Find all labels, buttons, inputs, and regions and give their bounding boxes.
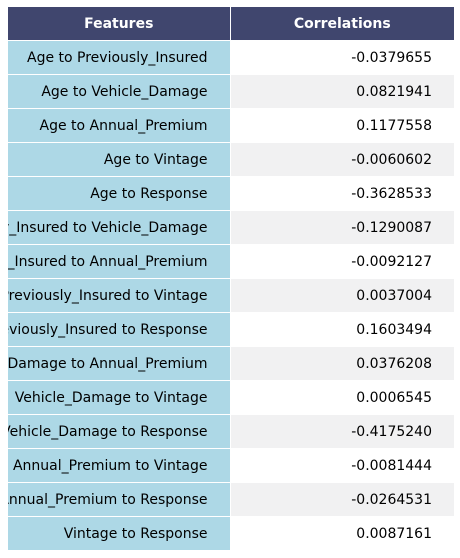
- correlation-value-cell: -0.0081444: [230, 448, 454, 483]
- feature-cell: Previously_Insured to Vehicle_Damage: [8, 210, 231, 245]
- table-body: Age to Previously_Insured -0.0379655 Age t…: [8, 40, 454, 550]
- feature-cell: Age to Vehicle_Damage: [8, 74, 231, 109]
- table-row: Previously_Insured to Vintage 0.0037004: [8, 278, 454, 313]
- correlation-value-cell: -0.0379655: [230, 40, 454, 75]
- correlation-value-cell: 0.0087161: [230, 516, 454, 550]
- feature-label: Age to Annual_Premium: [39, 117, 208, 134]
- feature-label: Age to Vehicle_Damage: [41, 83, 208, 100]
- feature-cell: Age to Vintage: [8, 142, 231, 177]
- feature-cell: Previously_Insured to Response: [8, 312, 231, 347]
- feature-cell: Age to Annual_Premium: [8, 108, 231, 143]
- table-row: Previously_Insured to Response 0.1603494: [8, 312, 454, 347]
- feature-cell: Age to Previously_Insured: [8, 40, 231, 75]
- feature-label: Vehicle_Damage to Annual_Premium: [8, 355, 208, 372]
- feature-cell: Vehicle_Damage to Vintage: [8, 380, 231, 415]
- feature-cell: Annual_Premium to Vintage: [8, 448, 231, 483]
- correlation-value-cell: -0.0060602: [230, 142, 454, 177]
- table-row: Age to Vintage -0.0060602: [8, 142, 454, 177]
- table-row: Age to Response -0.3628533: [8, 176, 454, 211]
- feature-cell: Previously_Insured to Vintage: [8, 278, 231, 313]
- correlation-value-cell: -0.1290087: [230, 210, 454, 245]
- feature-label: Vintage to Response: [63, 525, 208, 542]
- feature-label: Age to Previously_Insured: [27, 49, 208, 66]
- correlation-value-cell: -0.0092127: [230, 244, 454, 279]
- table-row: Vehicle_Damage to Annual_Premium 0.037620…: [8, 346, 454, 381]
- correlation-table: Features Correlations Age to Previously_…: [8, 7, 454, 550]
- column-header-features: Features: [8, 7, 231, 41]
- table-row: Age to Vehicle_Damage 0.0821941: [8, 74, 454, 109]
- correlation-value-cell: -0.0264531: [230, 482, 454, 517]
- feature-label: Annual_Premium to Response: [8, 491, 208, 508]
- correlation-table-container: Features Correlations Age to Previously_…: [8, 7, 454, 550]
- feature-label: Vehicle_Damage to Vintage: [14, 389, 208, 406]
- feature-label: Vehicle_Damage to Response: [8, 423, 208, 440]
- correlation-value-cell: 0.1177558: [230, 108, 454, 143]
- feature-cell: Annual_Premium to Response: [8, 482, 231, 517]
- feature-cell: Previously_Insured to Annual_Premium: [8, 244, 231, 279]
- correlation-value-cell: 0.0376208: [230, 346, 454, 381]
- column-header-correlations: Correlations: [230, 7, 454, 41]
- correlation-value-cell: -0.4175240: [230, 414, 454, 449]
- table-row: Age to Previously_Insured -0.0379655: [8, 40, 454, 75]
- correlation-value-cell: 0.0006545: [230, 380, 454, 415]
- feature-label: Age to Vintage: [103, 151, 208, 168]
- feature-label: Previously_Insured to Annual_Premium: [8, 253, 208, 270]
- table-row: Previously_Insured to Annual_Premium -0.0…: [8, 244, 454, 279]
- table-row: Annual_Premium to Response -0.0264531: [8, 482, 454, 517]
- table-row: Annual_Premium to Vintage -0.0081444: [8, 448, 454, 483]
- correlation-value-cell: 0.0821941: [230, 74, 454, 109]
- table-row: Age to Annual_Premium 0.1177558: [8, 108, 454, 143]
- table-row: Vehicle_Damage to Vintage 0.0006545: [8, 380, 454, 415]
- correlation-value-cell: 0.0037004: [230, 278, 454, 313]
- feature-label: Age to Response: [90, 185, 208, 202]
- feature-label: Annual_Premium to Vintage: [12, 457, 208, 474]
- feature-cell: Vehicle_Damage to Annual_Premium: [8, 346, 231, 381]
- feature-cell: Age to Response: [8, 176, 231, 211]
- feature-label: Previously_Insured to Vintage: [8, 287, 208, 304]
- table-row: Vehicle_Damage to Response -0.4175240: [8, 414, 454, 449]
- correlation-value-cell: -0.3628533: [230, 176, 454, 211]
- table-row: Vintage to Response 0.0087161: [8, 516, 454, 550]
- feature-cell: Vintage to Response: [8, 516, 231, 550]
- feature-label: Previously_Insured to Vehicle_Damage: [8, 219, 208, 236]
- table-row: Previously_Insured to Vehicle_Damage -0.1…: [8, 210, 454, 245]
- feature-label: Previously_Insured to Response: [8, 321, 208, 338]
- correlation-value-cell: 0.1603494: [230, 312, 454, 347]
- feature-cell: Vehicle_Damage to Response: [8, 414, 231, 449]
- table-header-row: Features Correlations: [8, 7, 454, 41]
